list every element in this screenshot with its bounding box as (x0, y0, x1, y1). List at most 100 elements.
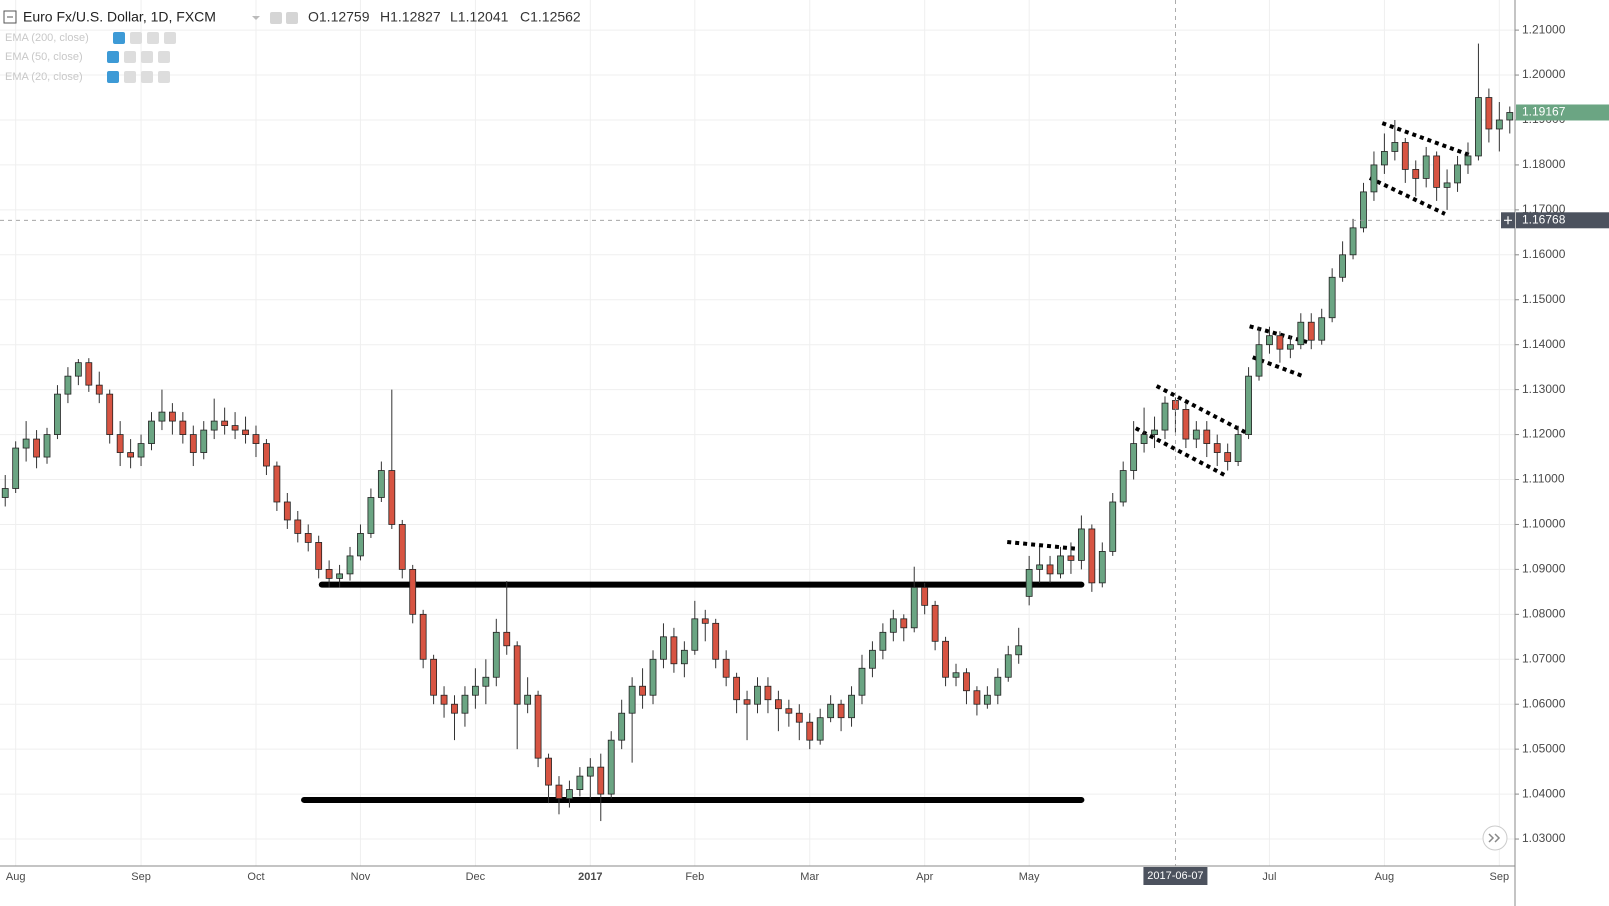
candle-body (1380, 151, 1388, 166)
more-button[interactable] (141, 71, 153, 83)
x-tick-label: Nov (351, 871, 371, 883)
candle-body (346, 555, 354, 575)
candle-body (524, 694, 532, 705)
y-tick-label: 1.15000 (1522, 292, 1566, 306)
candle-body (639, 685, 646, 696)
candle-body (1266, 335, 1273, 346)
x-tick-label: Oct (247, 871, 264, 883)
candle-body (1370, 164, 1378, 193)
eye-button[interactable] (107, 71, 119, 83)
remove-button[interactable] (158, 51, 170, 63)
trend-line (1155, 384, 1247, 435)
crosshair-date-label: 2017-06-07 (1147, 870, 1203, 882)
y-tick-label: 1.12000 (1522, 427, 1566, 441)
candle-body (12, 447, 20, 489)
candle-body (95, 384, 103, 395)
grid (0, 0, 1515, 866)
y-tick-label: 1.09000 (1522, 562, 1566, 576)
x-tick-label: Dec (466, 871, 486, 883)
x-tick-label: Jul (1262, 871, 1276, 883)
chart-title: Euro Fx/U.S. Dollar, 1D, FXCM (23, 9, 216, 25)
candle-body (1088, 528, 1096, 584)
candle-body (1360, 191, 1367, 229)
crosshair-plus (1504, 216, 1512, 225)
candle-body (806, 721, 814, 741)
indicator-label[interactable]: EMA (200, close) (5, 32, 89, 44)
candle-body (764, 685, 772, 701)
symbol-dropdown[interactable] (252, 16, 260, 20)
y-tick-label: 1.21000 (1522, 22, 1566, 36)
settings-button[interactable] (124, 71, 136, 83)
ohlc-high: H1.12827 (380, 9, 441, 25)
candle-body (482, 676, 490, 687)
candle-body (774, 699, 782, 710)
candle-body (660, 636, 667, 660)
candle-body (1433, 155, 1441, 188)
indicator-label[interactable]: EMA (50, close) (5, 51, 83, 63)
candle-body (168, 411, 176, 422)
y-tick-label: 1.13000 (1522, 382, 1566, 396)
candle-body (106, 393, 114, 435)
candle-body (869, 649, 876, 669)
candle-body (754, 685, 761, 705)
candle-body (1307, 321, 1315, 341)
x-tick-label: Sep (1490, 871, 1510, 883)
candle-body (586, 766, 594, 777)
candle-body (795, 712, 803, 723)
candle-body (952, 672, 960, 678)
indicator-label[interactable]: EMA (20, close) (5, 71, 83, 83)
settings-button[interactable] (130, 32, 142, 44)
candle-body (858, 667, 866, 696)
candle-body (210, 420, 218, 431)
candle-body (1192, 429, 1200, 440)
candle-body (837, 703, 845, 719)
candle-body (367, 497, 375, 534)
more-button[interactable] (141, 51, 153, 63)
candle-body (1130, 443, 1138, 471)
scroll-to-end-button[interactable] (1482, 825, 1508, 851)
candle-body (701, 618, 709, 624)
candle-body (1151, 429, 1158, 435)
candle-body (816, 717, 824, 741)
candle-body (1077, 528, 1085, 561)
last-price-box (1516, 104, 1609, 121)
remove-button[interactable] (158, 71, 170, 83)
candle-body (1046, 564, 1054, 575)
candle-body (1036, 564, 1044, 570)
candle-body (566, 789, 573, 799)
remove-button[interactable] (164, 32, 176, 44)
candle-body (325, 568, 333, 579)
crosshair-price-label: 1.16768 (1522, 212, 1566, 226)
more-button[interactable] (147, 32, 159, 44)
candle-body (377, 470, 385, 498)
candle-body (1422, 155, 1430, 179)
candle-body (994, 676, 1002, 696)
candle-body (1412, 169, 1420, 179)
candle-body (294, 519, 302, 534)
y-tick-label: 1.03000 (1522, 831, 1566, 845)
y-tick-label: 1.18000 (1522, 157, 1566, 171)
settings-button[interactable] (124, 51, 136, 63)
candle-body (1485, 97, 1493, 130)
candle-body (545, 757, 552, 786)
x-tick-label: Mar (800, 871, 819, 883)
x-tick-label: Aug (1375, 871, 1395, 883)
candle-body (942, 640, 949, 678)
collapse-icon[interactable] (3, 10, 17, 24)
candle-body (1234, 434, 1242, 462)
ohlc-open: O1.12759 (308, 9, 370, 25)
x-tick-label: Sep (131, 871, 151, 883)
scroll-icon (1488, 833, 1501, 843)
settings-icon[interactable] (286, 12, 298, 24)
candle-body (1161, 402, 1169, 431)
eye-button[interactable] (107, 51, 119, 63)
candle-body (597, 766, 605, 795)
candle-body (503, 631, 511, 647)
candle-body (430, 658, 438, 696)
eye-button[interactable] (113, 32, 125, 44)
candle-body (158, 411, 166, 422)
candle-body (1328, 276, 1336, 319)
visibility-icon[interactable] (270, 12, 282, 24)
candle-body (722, 658, 730, 678)
candle-body (827, 703, 835, 719)
